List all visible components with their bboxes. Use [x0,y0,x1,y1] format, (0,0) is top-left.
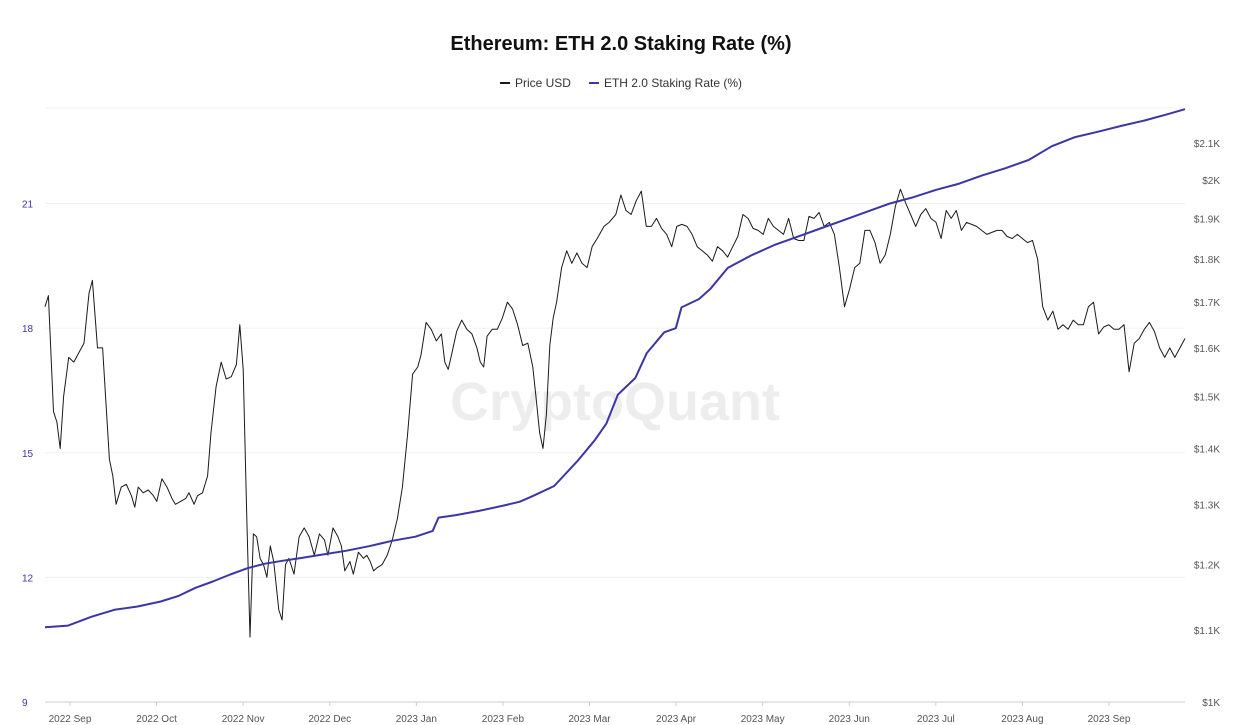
chart-legend: Price USD ETH 2.0 Staking Rate (%) [0,76,1242,90]
x-axis-tick-label: 2023 Jul [917,714,955,725]
left-axis-tick-label: 12 [22,573,34,584]
left-y-axis: 9 12 15 18 21 [22,200,34,709]
right-axis-tick-label: $1.6K [1194,344,1220,355]
right-y-axis: $1K $1.1K $1.2K $1.3K $1.4K $1.5K $1.6K $1.7K $1… [1194,139,1220,709]
right-axis-tick-label: $1.5K [1194,393,1220,404]
legend-label-price: Price USD [514,76,571,90]
right-axis-tick-label: $2K [1202,176,1220,187]
x-axis-tick-label: 2023 Jan [396,714,437,725]
right-axis-tick-label: $1.7K [1194,298,1220,309]
x-axis-tick-label: 2022 Oct [136,714,177,725]
series-layer [44,108,1186,638]
chart-title: Ethereum: ETH 2.0 Staking Rate (%) [450,33,792,55]
x-axis-tick-label: 2023 Jun [829,714,870,725]
right-axis-tick-label: $2.1K [1194,139,1220,150]
x-axis: 2022 Sep 2022 Oct 2022 Nov 2022 Dec 2023 Jan… [45,701,1185,725]
right-axis-tick-label: $1.4K [1194,444,1220,455]
left-axis-tick-label: 21 [22,200,34,211]
x-axis-tick-label: 2023 Apr [656,714,697,725]
x-axis-tick-label: 2022 Nov [222,714,265,725]
right-axis-tick-label: $1.8K [1194,255,1220,266]
x-axis-tick-label: 2023 Mar [568,714,611,725]
right-axis-tick-label: $1.9K [1194,214,1220,225]
x-axis-tick-label: 2023 Feb [482,714,525,725]
x-axis-tick-label: 2022 Dec [308,714,351,725]
right-axis-tick-label: $1.1K [1194,626,1220,637]
legend-item-staking[interactable]: ETH 2.0 Staking Rate (%) [588,76,743,90]
staking-rate-line [44,108,1186,629]
legend-swatch-price [499,82,510,84]
left-axis-tick-label: 15 [22,449,34,460]
right-axis-tick-label: $1K [1202,698,1220,709]
x-axis-tick-label: 2023 May [741,714,785,725]
legend-swatch-staking [588,82,599,84]
right-axis-tick-label: $1.2K [1194,561,1220,572]
left-axis-tick-label: 18 [22,324,34,335]
x-axis-tick-label: 2023 Aug [1001,714,1043,725]
x-axis-tick-label: 2023 Sep [1088,714,1131,725]
legend-item-price[interactable]: Price USD [499,76,571,90]
legend-label-staking: ETH 2.0 Staking Rate (%) [603,76,743,90]
right-axis-tick-label: $1.3K [1194,500,1220,511]
left-axis-tick-label: 9 [22,698,28,709]
x-axis-tick-label: 2022 Sep [49,714,92,725]
price-usd-line [44,188,1186,638]
